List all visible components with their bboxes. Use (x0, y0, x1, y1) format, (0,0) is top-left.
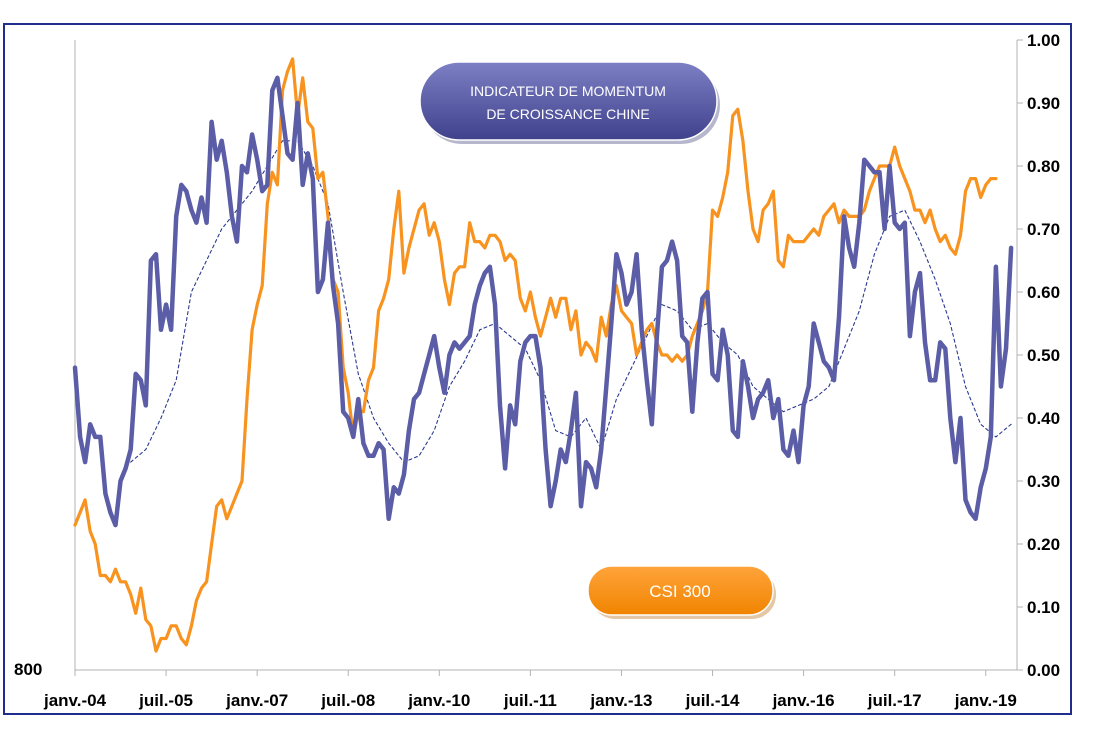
x-axis-tick-label: janv.-10 (407, 691, 470, 710)
x-axis-tick-label: janv.-07 (225, 691, 288, 710)
right-axis-tick-label: 0.50 (1027, 346, 1060, 365)
x-axis-tick-label: juil.-05 (138, 691, 193, 710)
right-axis-tick-label: 1.00 (1027, 31, 1060, 50)
momentum-annotation-line-1: INDICATEUR DE MOMENTUM (470, 83, 666, 99)
x-axis-tick-label: janv.-19 (954, 691, 1017, 710)
csi-annotation-box (587, 565, 774, 616)
right-axis-tick-label: 0.00 (1027, 661, 1060, 680)
x-axis-tick-label: janv.-04 (43, 691, 107, 710)
right-axis-tick-label: 0.60 (1027, 283, 1060, 302)
right-axis-ticks: 0.00 0.10 0.20 0.30 0.40 0.50 0.60 0.70 0.80 0.90… (1017, 31, 1060, 680)
momentum-annotation-box (419, 61, 718, 141)
right-axis-tick-label: 0.90 (1027, 94, 1060, 113)
series-layer (72, 57, 1014, 653)
x-axis-tick-label: juil.-17 (867, 691, 922, 710)
momentum-annotation: INDICATEUR DE MOMENTUM DE CROISSANCE CHI… (419, 61, 720, 144)
x-axis-tick-label: janv.-16 (772, 691, 835, 710)
x-axis-tick-label: janv.-13 (589, 691, 652, 710)
right-axis-tick-label: 0.40 (1027, 409, 1060, 428)
x-axis-ticks: janv.-04 juil.-05 janv.-07 juil.-08 janv.-10… (43, 670, 1017, 710)
momentum-annotation-line-2: DE CROISSANCE CHINE (486, 106, 649, 122)
x-axis-tick-label: juil.-08 (320, 691, 375, 710)
right-axis-tick-label: 0.70 (1027, 220, 1060, 239)
csi-annotation-label: CSI 300 (649, 582, 710, 601)
csi300-series-line (73, 57, 998, 653)
left-axis-tick-label: 800 (14, 660, 42, 679)
momentum-series-line (72, 75, 1014, 528)
x-axis-tick-label: juil.-14 (685, 691, 740, 710)
right-axis-tick-label: 0.30 (1027, 472, 1060, 491)
right-axis-tick-label: 0.10 (1027, 598, 1060, 617)
right-axis-tick-label: 0.80 (1027, 157, 1060, 176)
right-axis-tick-label: 0.20 (1027, 535, 1060, 554)
csi-annotation: CSI 300 (587, 565, 776, 619)
chart-frame (3, 23, 1072, 715)
x-axis-tick-label: juil.-11 (503, 691, 557, 710)
axes: 800 (14, 40, 1018, 679)
